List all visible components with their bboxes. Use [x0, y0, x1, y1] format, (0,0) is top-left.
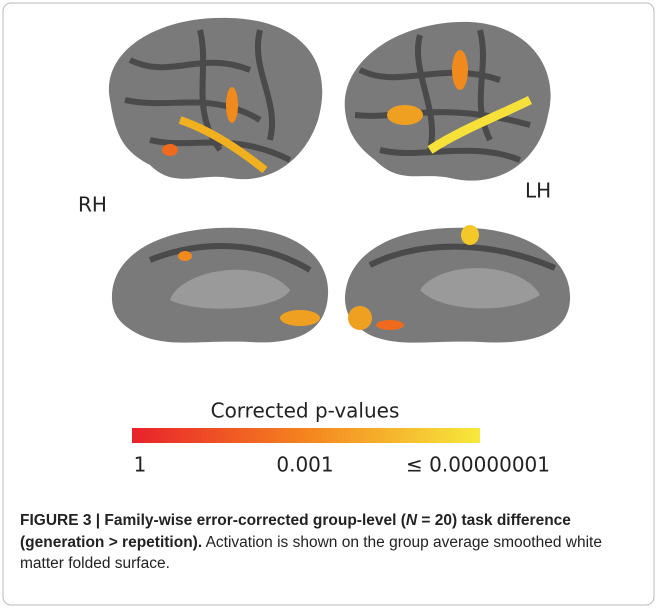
colorbar-tick-label: 0.001	[276, 453, 333, 477]
caption-n: N	[405, 512, 418, 529]
brain-lh-lateral	[344, 21, 551, 181]
colorbar-title: Corrected p-values	[211, 399, 400, 423]
hemisphere-label: LH	[525, 179, 551, 203]
colorbar-tick-label: ≤ 0.00000001	[406, 453, 550, 477]
colorbar-tick-label: 1	[134, 453, 147, 477]
caption-text: Activation is shown on the group average…	[20, 533, 602, 573]
caption-bold: = 20) task difference (generation > repe…	[20, 512, 571, 551]
caption-label: FIGURE 3 | Family-wise error-corrected g…	[20, 512, 406, 529]
brain-lh-medial	[345, 225, 571, 343]
caption: FIGURE 3 | Family-wise error-corrected g…	[20, 510, 630, 575]
hemisphere-label: RH	[78, 193, 107, 217]
brain-rh-lateral	[108, 17, 323, 180]
colorbar	[132, 428, 480, 443]
brain-rh-medial	[111, 227, 329, 343]
